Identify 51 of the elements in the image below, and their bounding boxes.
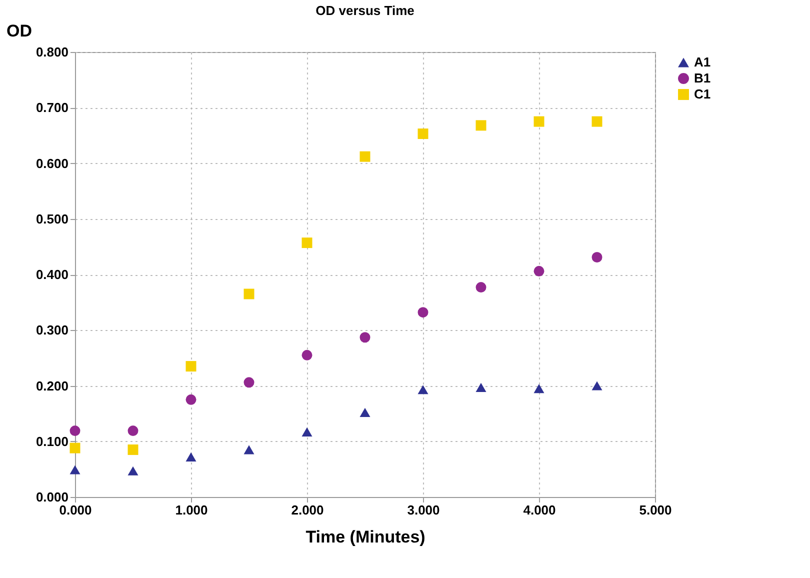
y-tick-label: 0.100 (36, 434, 68, 449)
point (128, 426, 138, 436)
point (128, 466, 138, 476)
point (128, 444, 138, 455)
point (592, 116, 602, 127)
point (70, 426, 80, 436)
point (476, 120, 486, 131)
x-tick-label: 2.000 (291, 502, 324, 518)
point (186, 361, 196, 372)
y-tick-label: 0.500 (36, 211, 68, 226)
point (302, 350, 312, 360)
y-tick-label: 0.200 (36, 378, 68, 394)
point (534, 384, 544, 394)
y-tick-label: 0.800 (36, 44, 68, 60)
point (534, 266, 544, 276)
legend-label: C1 (694, 86, 711, 102)
point (70, 442, 80, 454)
point (360, 151, 370, 162)
x-tick-label: 0.000 (59, 502, 92, 518)
y-tick-label: 0.400 (36, 267, 68, 282)
legend-label: B1 (694, 70, 711, 86)
point (244, 288, 254, 300)
point (186, 452, 196, 462)
point (302, 427, 312, 436)
x-tick-label: 5.000 (639, 502, 672, 518)
point (476, 282, 486, 293)
y-tick-label: 0.600 (36, 156, 68, 171)
x-tick-label: 3.000 (407, 502, 440, 518)
x-tick-label: 1.000 (175, 502, 208, 518)
y-axis-title: OD (6, 22, 32, 40)
point (476, 382, 486, 392)
point (418, 128, 428, 140)
point (70, 465, 80, 474)
point (592, 252, 602, 262)
point (360, 408, 370, 417)
point (244, 445, 254, 454)
y-tick-label: 0.300 (36, 322, 68, 338)
point (360, 332, 370, 343)
point (302, 238, 312, 248)
point (592, 381, 602, 390)
point (418, 307, 428, 318)
point (534, 116, 544, 127)
x-tick-label: 4.000 (523, 502, 556, 518)
x-axis-title: Time (Minutes) (306, 528, 426, 546)
chart-title: OD versus Time (316, 3, 414, 18)
point (418, 385, 428, 394)
y-tick-label: 0.000 (36, 490, 68, 504)
legend-label: A1 (694, 54, 711, 70)
point (244, 377, 254, 388)
point (186, 394, 196, 405)
y-tick-label: 0.700 (36, 100, 68, 116)
